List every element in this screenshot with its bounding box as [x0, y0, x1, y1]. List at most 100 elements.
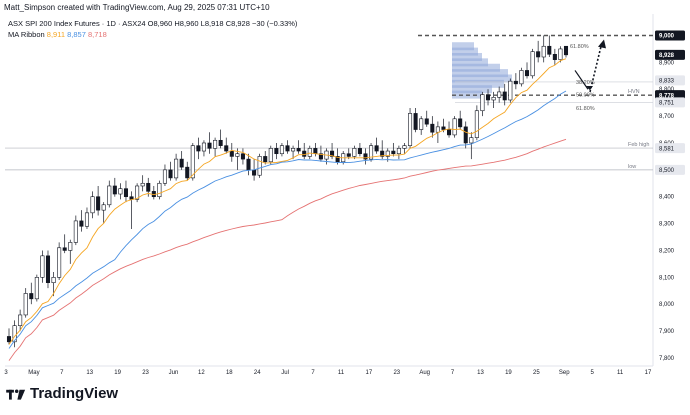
- candle-body: [18, 314, 23, 326]
- price-tag-label: 9,000: [659, 34, 675, 40]
- x-tick-label: 19: [114, 370, 121, 376]
- candle-body: [296, 148, 301, 152]
- tradingview-logo-icon: [6, 388, 26, 400]
- price-tag-label: 8,500: [659, 168, 675, 174]
- x-tick-label: 7: [60, 370, 64, 376]
- x-tick-label: Jun: [169, 370, 179, 376]
- candle-body: [12, 325, 17, 343]
- price-tag-label: 8,581: [659, 146, 675, 152]
- candle-body: [68, 242, 73, 251]
- change-value: −30 (−0.33%): [251, 19, 298, 28]
- candle-body: [402, 145, 407, 149]
- candle-body: [62, 247, 67, 251]
- volume-profile-bar: [452, 69, 508, 78]
- down-projection-arrow: [574, 70, 589, 90]
- x-tick-label: 23: [393, 370, 400, 376]
- candle-body: [73, 220, 78, 243]
- volume-profile-bar: [452, 74, 512, 83]
- fib-level-label: 61.80%: [576, 106, 595, 112]
- candle-body: [246, 158, 251, 171]
- candle-body: [330, 150, 335, 157]
- candle-body: [469, 137, 474, 144]
- candle-body: [29, 293, 34, 300]
- candle-body: [213, 139, 218, 149]
- x-tick-label: 25: [533, 370, 540, 376]
- candle-body: [563, 45, 569, 56]
- candle-body: [480, 94, 485, 112]
- x-tick-label: 23: [142, 370, 149, 376]
- candle-body: [157, 182, 162, 198]
- candle-body: [463, 126, 468, 144]
- candle-body: [313, 148, 318, 155]
- volume-profile-bar: [452, 42, 474, 51]
- candle-body: [413, 113, 418, 130]
- candle-body: [107, 185, 112, 206]
- ma-fast-line: [8, 58, 567, 345]
- x-tick-label: 12: [198, 370, 205, 376]
- candle-body: [112, 185, 117, 195]
- x-tick-label: 3: [4, 370, 8, 376]
- volume-profile-bar: [452, 47, 478, 56]
- price-tag: [655, 75, 685, 86]
- candle-body: [23, 293, 28, 316]
- low-value: L8,918: [200, 19, 224, 28]
- x-tick-label: Jul: [281, 370, 289, 376]
- symbol-title: ASX SPI 200 Index Futures · 1D · ASX24: [8, 19, 146, 28]
- x-tick-label: 18: [226, 370, 233, 376]
- x-tick-label: 17: [366, 370, 373, 376]
- x-tick-label: 13: [477, 370, 484, 376]
- ma-ribbon-legend: MA Ribbon 8,911 8,857 8,718: [8, 30, 107, 39]
- candle-body: [201, 142, 206, 152]
- candle-body: [96, 196, 101, 211]
- y-tick-label: 8,200: [659, 248, 675, 254]
- candle-body: [502, 91, 507, 101]
- candle-body: [196, 145, 201, 152]
- candle-body: [524, 70, 530, 77]
- candle-body: [79, 220, 84, 227]
- candle-body: [224, 145, 229, 152]
- candle-body: [57, 247, 62, 278]
- level-label: low: [628, 164, 636, 170]
- candle-body: [552, 54, 557, 60]
- candle-body: [396, 148, 401, 155]
- fib-level-label: 38.20%: [576, 80, 595, 86]
- candle-body: [547, 45, 552, 55]
- candle-body: [424, 118, 429, 125]
- candle-body: [123, 188, 128, 198]
- x-tick-label: 7: [311, 370, 315, 376]
- candle-body: [146, 182, 151, 192]
- candle-body: [430, 123, 435, 133]
- candle-body: [45, 255, 51, 284]
- y-tick-label: 8,000: [659, 302, 675, 308]
- candle-body: [369, 145, 374, 160]
- candle-body: [519, 70, 524, 85]
- ma-slow-line: [8, 138, 567, 361]
- candle-body: [162, 169, 167, 184]
- candle-body: [40, 255, 45, 278]
- candle-body: [363, 153, 368, 160]
- candle-body: [536, 51, 541, 58]
- candle-body: [491, 96, 496, 101]
- price-tag-label: 8,928: [659, 53, 675, 59]
- candle-body: [140, 182, 145, 187]
- candle-body: [90, 196, 95, 214]
- candle-body: [179, 158, 184, 168]
- candle-body: [441, 126, 446, 130]
- candle-body: [207, 142, 212, 149]
- candle-body: [474, 110, 479, 138]
- candle-body: [291, 148, 296, 152]
- x-tick-label: Sep: [559, 370, 570, 376]
- candle-body: [452, 118, 457, 136]
- candle-body: [352, 148, 357, 157]
- price-tag: [655, 97, 685, 108]
- x-tick-label: 13: [86, 370, 93, 376]
- ma-fast-value: 8,911: [46, 30, 65, 39]
- author-credit: Matt_Simpson created with TradingView.co…: [4, 3, 270, 12]
- tradingview-branding: TradingView: [6, 385, 118, 402]
- candle-body: [408, 113, 413, 146]
- ma-ribbon-label: MA Ribbon: [8, 30, 45, 39]
- candle-body: [346, 153, 351, 157]
- candle-body: [229, 150, 234, 157]
- volume-profile-bar: [452, 63, 500, 72]
